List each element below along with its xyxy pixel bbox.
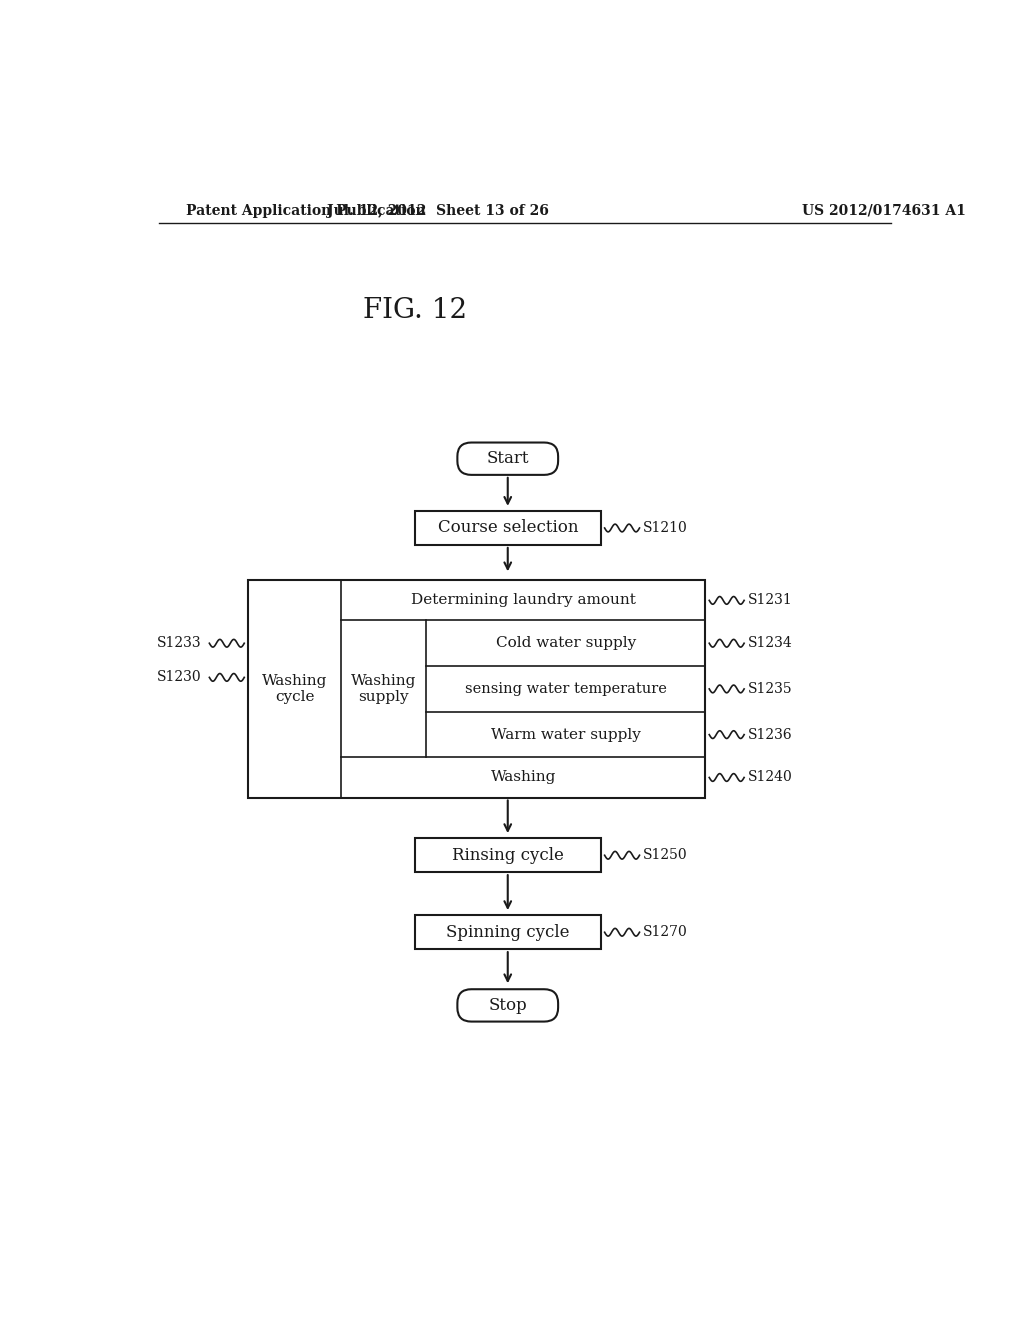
Text: Cold water supply: Cold water supply: [496, 636, 636, 651]
Text: S1234: S1234: [748, 636, 793, 651]
Text: S1235: S1235: [748, 682, 793, 696]
Text: supply: supply: [358, 689, 409, 704]
Text: Start: Start: [486, 450, 529, 467]
Text: Washing: Washing: [262, 675, 328, 688]
Text: Rinsing cycle: Rinsing cycle: [452, 846, 563, 863]
Text: S1230: S1230: [157, 671, 202, 684]
Text: FIG. 12: FIG. 12: [362, 297, 467, 325]
Text: US 2012/0174631 A1: US 2012/0174631 A1: [802, 203, 966, 218]
Text: Warm water supply: Warm water supply: [490, 727, 641, 742]
Text: Patent Application Publication: Patent Application Publication: [186, 203, 426, 218]
Text: sensing water temperature: sensing water temperature: [465, 682, 667, 696]
Text: S1236: S1236: [748, 727, 793, 742]
Text: S1270: S1270: [643, 925, 688, 940]
Text: Course selection: Course selection: [437, 520, 578, 536]
FancyBboxPatch shape: [458, 989, 558, 1022]
Text: Washing: Washing: [351, 675, 417, 688]
Text: S1250: S1250: [643, 849, 688, 862]
Text: cycle: cycle: [274, 689, 314, 704]
FancyBboxPatch shape: [458, 442, 558, 475]
Text: S1233: S1233: [157, 636, 202, 651]
Text: S1210: S1210: [643, 521, 688, 535]
Text: Spinning cycle: Spinning cycle: [446, 924, 569, 941]
Text: Jul. 12, 2012  Sheet 13 of 26: Jul. 12, 2012 Sheet 13 of 26: [327, 203, 549, 218]
Text: S1231: S1231: [748, 594, 793, 607]
Bar: [415, 511, 601, 545]
Bar: [248, 581, 706, 797]
Text: S1240: S1240: [748, 771, 793, 784]
Bar: [415, 838, 601, 873]
Text: Stop: Stop: [488, 997, 527, 1014]
Bar: [415, 915, 601, 949]
Text: Determining laundry amount: Determining laundry amount: [411, 594, 636, 607]
Text: Washing: Washing: [490, 771, 556, 784]
